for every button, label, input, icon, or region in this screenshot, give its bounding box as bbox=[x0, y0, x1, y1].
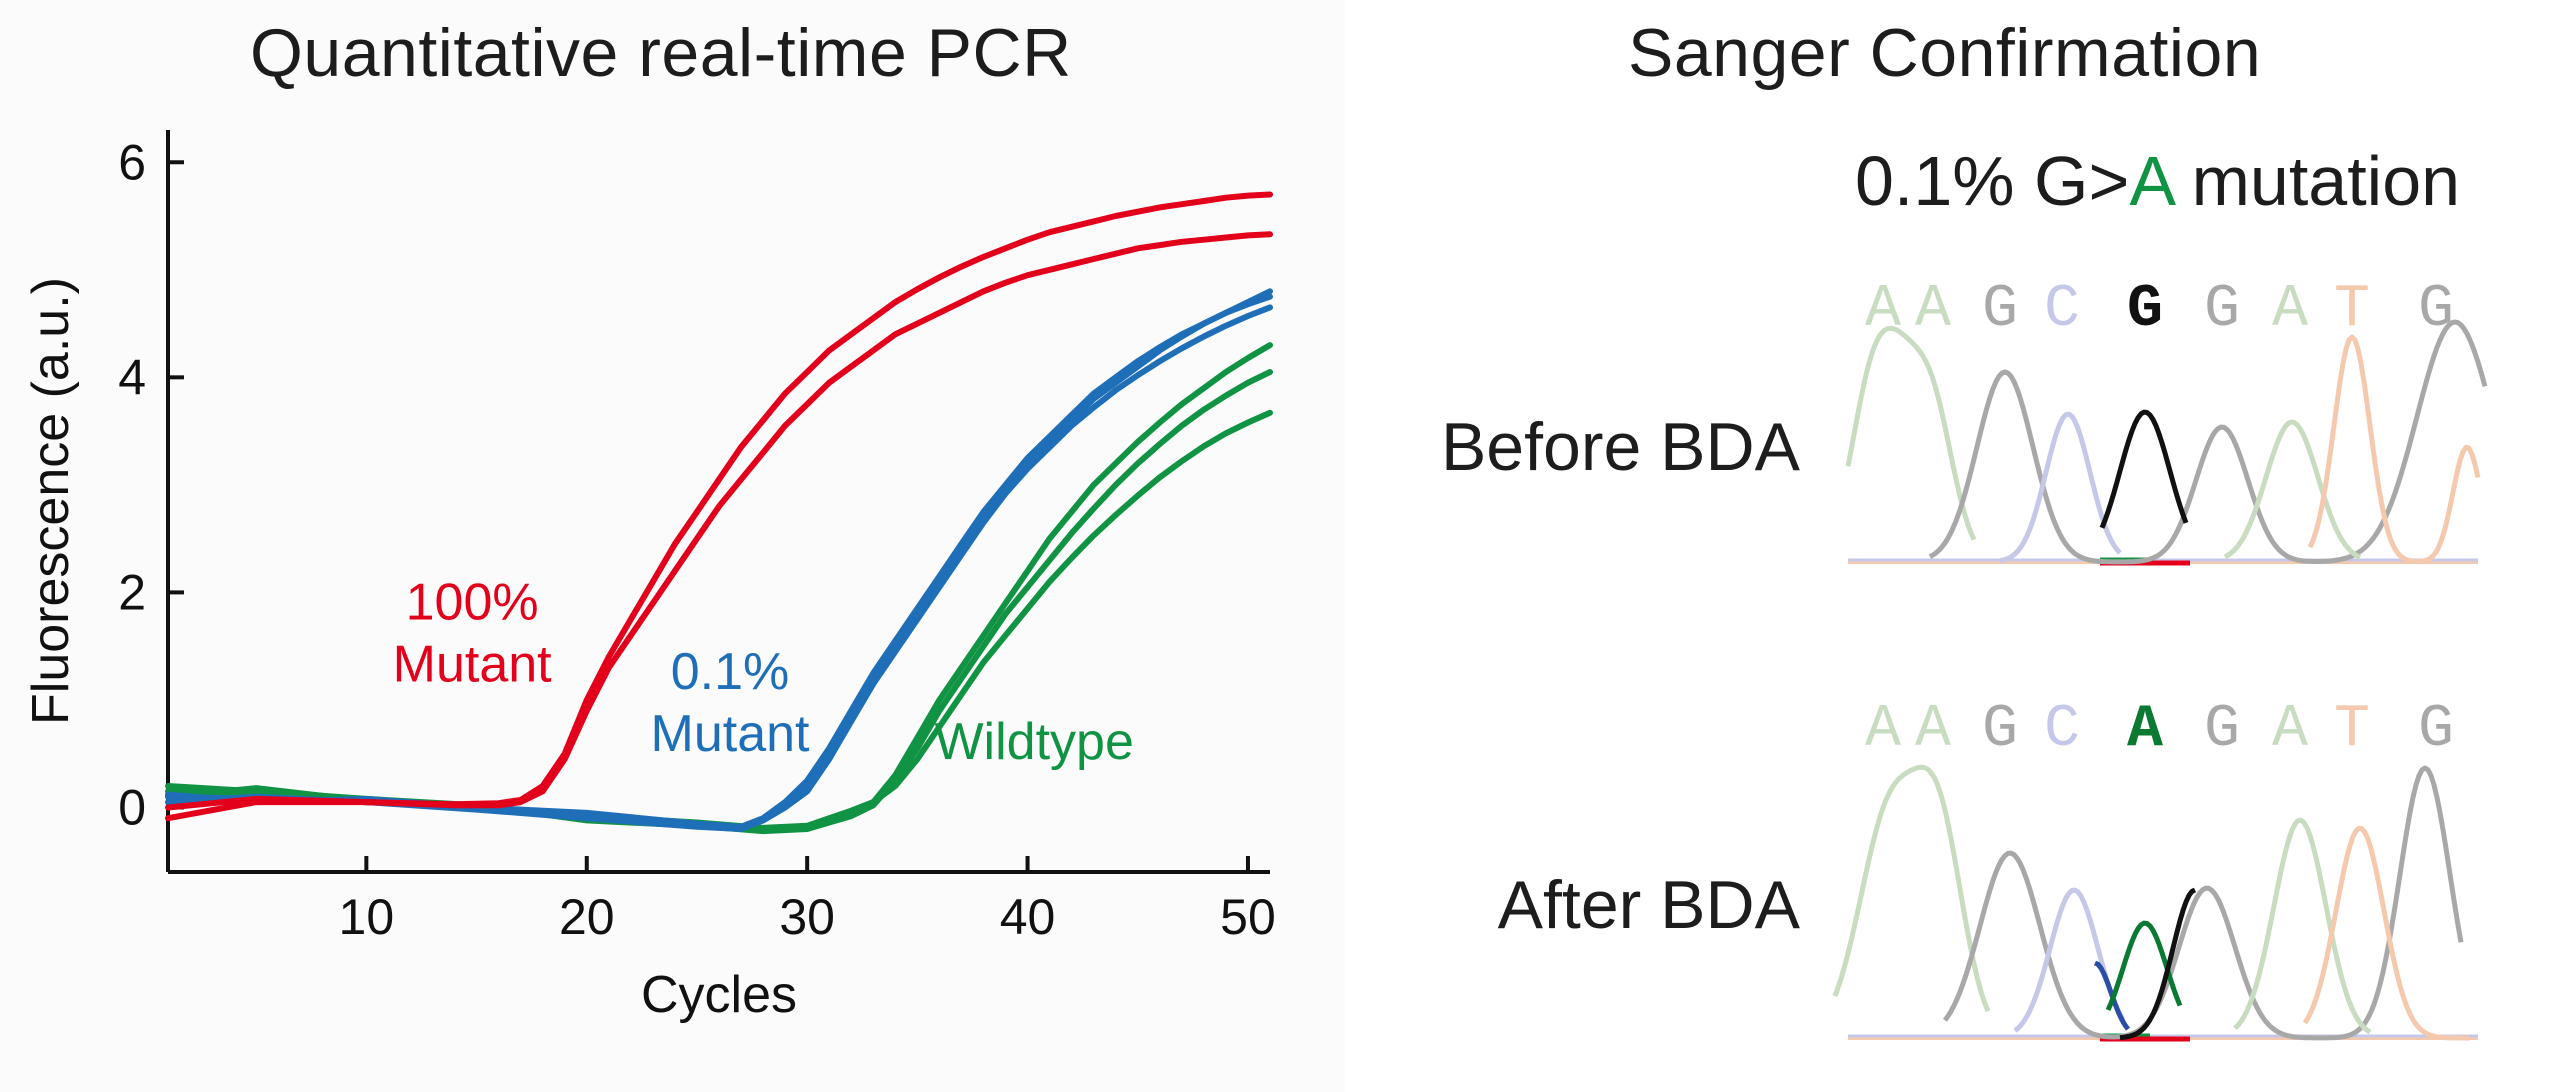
base-call-letter: A bbox=[2272, 696, 2308, 764]
base-call-letter: G bbox=[1982, 696, 2018, 764]
base-call-letter: A bbox=[1915, 696, 1951, 764]
series-annotation: 0.1% bbox=[671, 643, 790, 701]
series-annotation: Wildtype bbox=[934, 713, 1133, 771]
subtitle-part: mutation bbox=[2172, 142, 2460, 220]
base-peak-trace bbox=[1942, 765, 2464, 1041]
sanger-subtitle: 0.1% G>A mutation bbox=[1855, 142, 2460, 220]
base-peak-trace bbox=[1832, 764, 1991, 1013]
base-call-letter: G bbox=[1982, 276, 2018, 344]
base-peak-trace bbox=[2233, 817, 2372, 1035]
x-tick-label: 40 bbox=[1000, 889, 1056, 945]
base-call-letter: C bbox=[2044, 696, 2080, 764]
base-call-letter: G bbox=[2127, 276, 2163, 344]
mutant-peak-trace bbox=[2094, 960, 2130, 1031]
base-call-letter: G bbox=[2204, 276, 2240, 344]
base-call-letter: A bbox=[2272, 276, 2308, 344]
x-tick-label: 30 bbox=[779, 889, 835, 945]
series-line bbox=[165, 191, 1273, 811]
qpcr-chart: 0 2 4 6 10 20 30 40 50 Cycles Fluorescence (a.u.) 1… bbox=[22, 130, 1276, 1024]
subtitle-mutant-base: A bbox=[2129, 142, 2176, 220]
x-tick-label: 50 bbox=[1220, 889, 1276, 945]
y-axis-label: Fluorescence (a.u.) bbox=[22, 277, 80, 725]
chromatogram-row-label: After BDA bbox=[1498, 867, 1801, 943]
y-tick-label: 6 bbox=[118, 134, 146, 190]
y-tick-label: 4 bbox=[118, 349, 146, 405]
base-peak-trace bbox=[2307, 334, 2481, 564]
chromatogram-row-label: Before BDA bbox=[1441, 409, 1801, 485]
x-tick-label: 20 bbox=[559, 889, 615, 945]
series-line bbox=[165, 304, 1273, 831]
mutant-peak-trace bbox=[2099, 409, 2189, 529]
base-call-letter: G bbox=[2204, 696, 2240, 764]
base-peak-trace bbox=[2302, 825, 2470, 1041]
series-annotation: Mutant bbox=[393, 635, 553, 693]
x-axis-label: Cycles bbox=[641, 966, 797, 1024]
subtitle-part: 0.1% G> bbox=[1855, 142, 2129, 220]
base-peak-trace bbox=[1845, 325, 1977, 541]
base-call-letter: C bbox=[2044, 276, 2080, 344]
base-peak-trace bbox=[1928, 319, 2488, 565]
qpcr-title: Quantitative real-time PCR bbox=[250, 15, 1072, 91]
base-peak-trace bbox=[1999, 411, 2122, 564]
base-call-letter: A bbox=[1915, 276, 1951, 344]
base-call-letter: A bbox=[1865, 696, 1901, 764]
series-annotation: Mutant bbox=[651, 705, 811, 763]
series-annotation: 100% bbox=[406, 573, 539, 631]
y-tick-label: 2 bbox=[118, 564, 146, 620]
y-tick-label: 0 bbox=[118, 779, 146, 835]
base-call-letter: G bbox=[2418, 696, 2454, 764]
base-call-letter: A bbox=[2127, 696, 2163, 764]
x-tick-label: 10 bbox=[339, 889, 395, 945]
mutant-peak-trace bbox=[2119, 887, 2197, 1041]
base-call-letter: T bbox=[2334, 276, 2370, 344]
base-call-letter: G bbox=[2418, 276, 2454, 344]
sanger-title: Sanger Confirmation bbox=[1628, 15, 2262, 91]
base-call-letter: T bbox=[2334, 696, 2370, 764]
series-line bbox=[165, 231, 1273, 822]
base-peak-trace bbox=[2223, 419, 2362, 560]
